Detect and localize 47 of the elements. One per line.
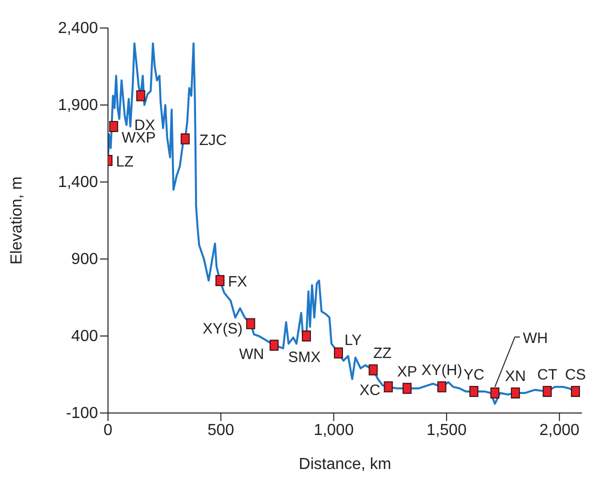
annotation: YC [463, 366, 484, 384]
point [570, 386, 580, 397]
point [510, 387, 520, 398]
point [437, 381, 446, 392]
x-tick-label: 500 [208, 422, 234, 439]
point [302, 330, 311, 342]
x-tick-label: 0 [104, 422, 113, 439]
point [246, 318, 256, 330]
y-tick-label: 2,400 [58, 20, 98, 37]
annotation: XY(H) [421, 362, 462, 379]
point [490, 387, 500, 398]
annotation: XP [397, 363, 418, 380]
point [180, 133, 190, 144]
annotation: XC [359, 382, 380, 399]
y-tick-label: 900 [71, 251, 98, 268]
annotation: CS [565, 366, 586, 384]
annotation: LY [344, 332, 362, 349]
annotation: CT [537, 366, 558, 384]
point [136, 90, 146, 102]
annotation: SMX [288, 349, 321, 366]
x-tick-label: 2,000 [539, 422, 580, 439]
y-tick-label: -100 [66, 405, 98, 422]
point [109, 121, 118, 132]
point [542, 386, 552, 397]
x-tick-label: 1,500 [426, 422, 467, 439]
point [402, 382, 412, 394]
point [334, 347, 343, 358]
annotation: WXP [122, 130, 156, 147]
annotation: ZJC [199, 132, 227, 149]
y-axis-title: Elevation, m [8, 176, 26, 265]
annotation: XN [504, 368, 526, 385]
annotation: ZZ [373, 344, 392, 362]
y-tick-label: 1,900 [58, 97, 98, 114]
point [215, 275, 224, 286]
x-axis-title: Distance, km [298, 456, 392, 473]
y-tick-label: 1,400 [58, 174, 98, 191]
annotation: XY(S) [202, 320, 243, 338]
point [270, 340, 279, 351]
point [368, 364, 378, 376]
annotation: FX [228, 274, 248, 291]
annotation: WH [522, 330, 548, 347]
y-tick-label: 400 [71, 328, 98, 345]
annotation: WN [239, 346, 264, 364]
annotation: LZ [116, 153, 134, 170]
point [384, 381, 393, 392]
x-tick-label: 1,000 [314, 422, 354, 439]
point [469, 386, 478, 397]
